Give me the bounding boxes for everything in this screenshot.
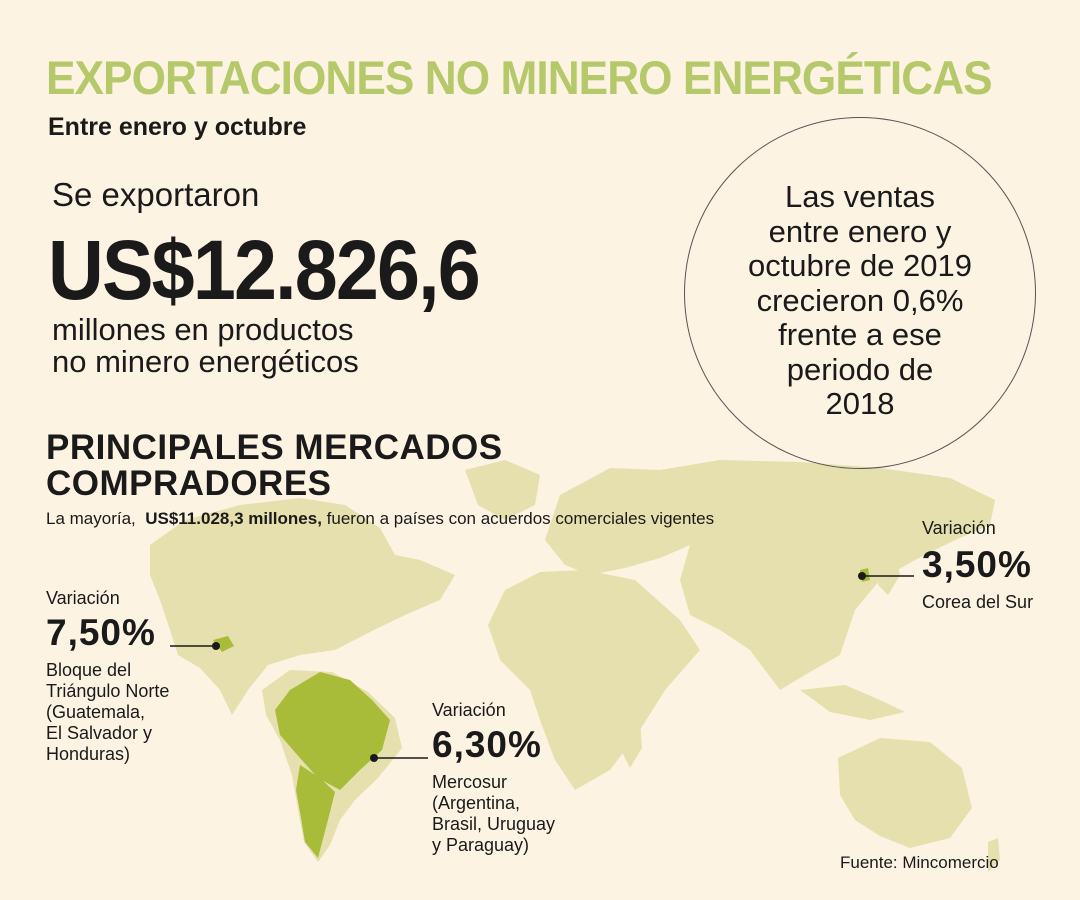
market-name-line: Mercosur xyxy=(432,772,508,792)
exports-description-line: millones en productos xyxy=(52,312,354,347)
growth-line: frente a ese xyxy=(778,317,942,352)
exports-amount: US$12.826,6 xyxy=(48,223,481,317)
variation-value-mercosur: 6,30% xyxy=(432,724,542,765)
markets-note-prefix: La mayoría, xyxy=(46,509,136,528)
market-name-line: Brasil, Uruguay xyxy=(432,814,556,834)
greenland-landmass xyxy=(465,460,540,520)
market-name-korea: Corea del Sur xyxy=(922,592,1033,613)
north-america-landmass xyxy=(150,498,455,715)
markets-note-amount: US$11.028,3 millones, xyxy=(145,509,322,528)
page-subtitle: Entre enero y octubre xyxy=(48,113,307,141)
growth-line: crecieron 0,6% xyxy=(756,282,964,318)
madagascar-landmass xyxy=(622,722,642,768)
market-name-line: El Salvador y xyxy=(46,723,153,743)
growth-line: periodo de xyxy=(786,351,934,387)
africa-landmass xyxy=(488,570,700,790)
market-name-line: Bloque del xyxy=(46,660,132,680)
variation-value-korea: 3,50% xyxy=(922,544,1032,585)
brazil-highlight xyxy=(275,672,390,790)
growth-line: octubre de 2019 xyxy=(747,248,973,283)
market-name-line: y Paraguay) xyxy=(432,835,530,855)
growth-callout-circle xyxy=(684,117,1036,469)
northern-triangle-highlight xyxy=(213,636,234,652)
argentina-highlight xyxy=(296,765,335,858)
page-title: EXPORTACIONES NO MINERO ENERGÉTICAS xyxy=(46,51,993,104)
variation-value-northern-triangle: 7,50% xyxy=(46,612,156,653)
growth-line: Las ventas xyxy=(785,179,935,214)
exports-intro: Se exportaron xyxy=(52,176,260,213)
variation-label-mercosur: Variación xyxy=(432,700,506,720)
market-name-line: Triángulo Norte xyxy=(46,681,170,701)
markets-title-line: PRINCIPALES MERCADOS xyxy=(46,428,503,467)
new-zealand-landmass xyxy=(988,838,1000,872)
growth-line: entre enero y xyxy=(768,213,952,249)
markets-title-line: COMPRADORES xyxy=(46,464,332,503)
market-name-mercosur: Mercosur (Argentina, Brasil, Uruguay y P… xyxy=(432,772,555,856)
marker-korea xyxy=(858,572,866,580)
marker-northern-triangle xyxy=(212,642,220,650)
marker-mercosur xyxy=(370,754,378,762)
australia-landmass xyxy=(838,738,972,848)
exports-description-line: no minero energéticos xyxy=(52,344,359,379)
source-credit: Fuente: Mincomercio xyxy=(840,853,999,872)
market-name-line: Honduras) xyxy=(46,744,131,764)
europe-landmass xyxy=(545,468,700,575)
market-name-northern-triangle: Bloque del Triángulo Norte (Guatemala, E… xyxy=(46,660,169,765)
indonesia-landmass xyxy=(800,685,905,720)
variation-label-northern-triangle: Variación xyxy=(46,588,120,608)
growth-line: 2018 xyxy=(825,386,895,421)
market-name-line: (Guatemala, xyxy=(46,702,146,722)
market-name-line: Corea del Sur xyxy=(922,592,1034,612)
markets-note-suffix: fueron a países con acuerdos comerciales… xyxy=(326,509,715,528)
market-name-line: (Argentina, xyxy=(432,793,521,813)
japan-landmass xyxy=(878,552,900,595)
markets-note: La mayoría, US$11.028,3 millones, fueron… xyxy=(46,509,714,529)
variation-label-korea: Variación xyxy=(922,518,996,538)
asia-landmass xyxy=(660,460,995,690)
growth-callout-text: Las ventas entre enero y octubre de 2019… xyxy=(705,179,1015,422)
